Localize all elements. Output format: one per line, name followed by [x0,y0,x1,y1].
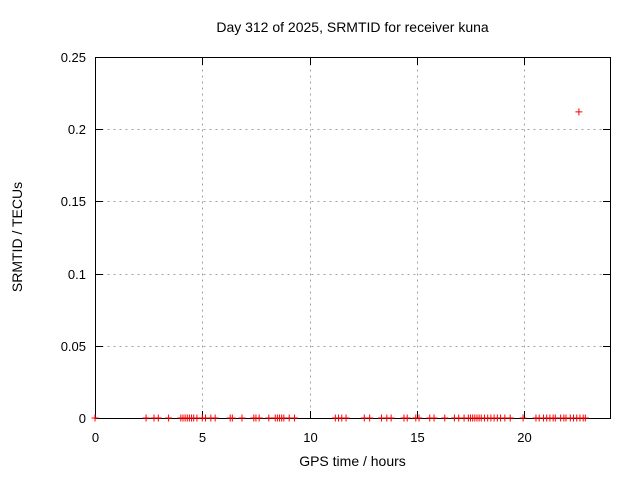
plot-border [95,57,611,419]
y-tick-label: 0.25 [61,50,86,65]
y-tick-label: 0.2 [68,122,86,137]
x-axis-label: GPS time / hours [299,453,406,469]
y-tick-label: 0 [79,411,86,426]
x-tick-label: 15 [410,430,424,445]
y-tick-label: 0.1 [68,267,86,282]
x-tick-label: 5 [199,430,206,445]
y-tick-label: 0.05 [61,339,86,354]
x-tick-label: 20 [517,430,531,445]
y-tick-label: 0.15 [61,194,86,209]
x-tick-label: 0 [92,430,99,445]
chart-title: Day 312 of 2025, SRMTID for receiver kun… [216,19,489,35]
data-points [91,108,589,422]
x-tick-label: 10 [303,430,317,445]
